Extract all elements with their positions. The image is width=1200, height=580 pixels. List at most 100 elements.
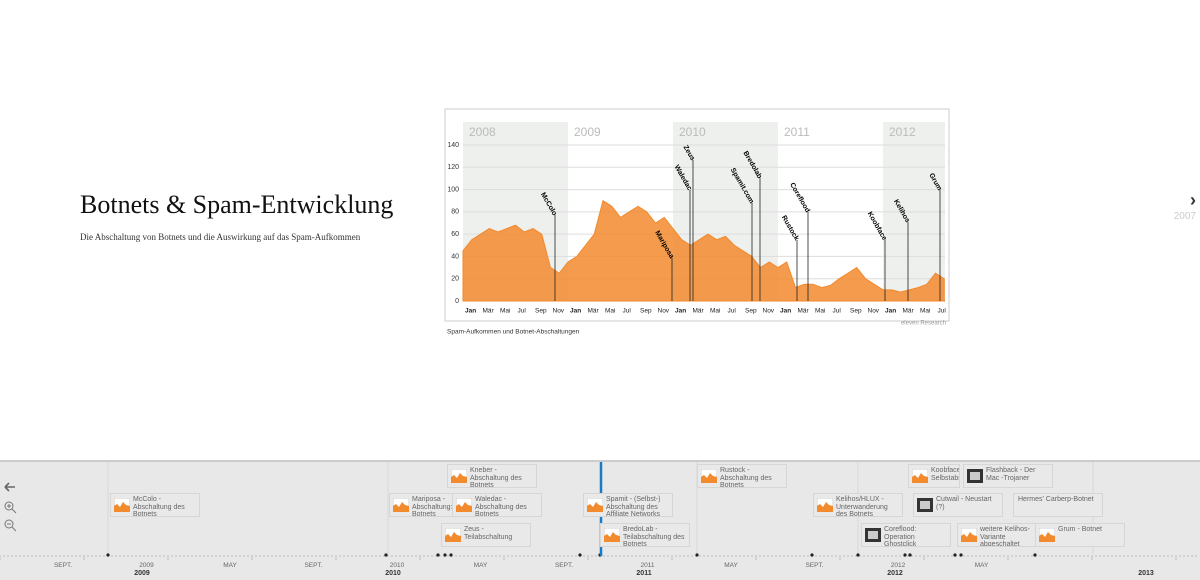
y-tick-label: 140 (447, 142, 459, 149)
event-title: Coreflood: Operation Ghostclick (884, 526, 917, 547)
card-icon (456, 498, 472, 512)
event-card[interactable]: Cutwail - Neustart (?) (913, 493, 1003, 517)
event-card[interactable]: Flashback - Der Mac -Trojaner (963, 464, 1053, 488)
month-label: Jul (833, 308, 842, 315)
month-label: Jul (938, 308, 947, 315)
month-label: Nov (553, 308, 565, 315)
event-card[interactable]: Kneber - Abschaltung des Botnets (447, 464, 537, 488)
card-icon (445, 528, 461, 542)
card-icon (912, 469, 928, 483)
zoom-out[interactable] (4, 519, 14, 529)
card-icon (817, 498, 833, 512)
event-card[interactable]: Spamit - (Selbst-) Abschaltung des Affil… (583, 493, 673, 517)
zoom-out-icon (7, 523, 17, 532)
source: eleven Research (901, 321, 946, 327)
month-label: Jul (518, 308, 527, 315)
card-icon (451, 469, 467, 483)
event-card[interactable]: BredoLab - Teilabschaltung des Botnets (600, 523, 690, 547)
event-title: Hermes' Carberp-Botnet (1018, 496, 1094, 503)
month-label: Jan (675, 308, 686, 315)
next-nav[interactable]: › 2007 (1150, 190, 1196, 222)
event-card[interactable]: Coreflood: Operation Ghostclick (861, 523, 951, 547)
axis-year: 2010 (385, 570, 401, 577)
month-label: Sep (850, 308, 862, 315)
card-icon (701, 469, 717, 483)
event-card[interactable]: Rustock - Abschaltung des Botnets (697, 464, 787, 488)
event-title: Zeus - Teilabschaltung (464, 526, 513, 541)
month-label: Jan (780, 308, 791, 315)
event-card[interactable]: Waledac - Abschaltung des Botnets (452, 493, 542, 517)
axis-year: 2013 (1138, 570, 1154, 577)
event-card[interactable]: Zeus - Teilabschaltung (441, 523, 531, 547)
event-dot (903, 553, 907, 557)
month-label: Mai (605, 308, 615, 315)
event-title: Grum - Botnet (1058, 526, 1102, 533)
year-label: 2011 (784, 125, 810, 139)
axis-label: 2010 (389, 562, 405, 569)
next-arrow[interactable]: › (1190, 190, 1196, 210)
event-card[interactable]: weitere Kelihos-Variante abgeschaltet (957, 523, 1047, 547)
axis-label: MAY (724, 562, 738, 569)
card-icon (604, 528, 620, 542)
timeline-controls (4, 482, 17, 532)
y-tick-label: 100 (447, 186, 459, 193)
event-dot (810, 553, 814, 557)
month-label: Mär (693, 308, 705, 315)
event-title: Waledac - Abschaltung des Botnets (475, 496, 527, 517)
month-label: Sep (640, 308, 652, 315)
axis-label: MAY (223, 562, 237, 569)
event-card[interactable]: Kelihos/HLUX - Unterwanderung des Botnet… (813, 493, 903, 517)
event-title: Mariposa - Abschaltung: Botnets (412, 496, 453, 517)
event-title: Kneber - Abschaltung des Botnets (470, 467, 522, 488)
year-label: 2008 (469, 125, 496, 139)
y-tick-label: 60 (451, 231, 459, 238)
card-icon (114, 498, 130, 512)
event-dot (578, 553, 582, 557)
card-icon (917, 498, 933, 512)
slide-title: Botnets & Spam-Entwicklung (80, 190, 394, 219)
event-dot (449, 553, 453, 557)
axis-label: 2009 (139, 562, 154, 569)
event-dot (953, 553, 957, 557)
month-label: Mär (903, 308, 915, 315)
year-label: 2009 (574, 125, 601, 139)
back-button[interactable] (4, 482, 15, 492)
event-title: Flashback - Der Mac -Trojaner (986, 467, 1036, 482)
y-tick-label: 20 (451, 276, 459, 283)
card-icon (587, 498, 603, 512)
axis-label: 2011 (640, 562, 655, 569)
next-label[interactable]: 2007 (1173, 211, 1196, 222)
event-card[interactable]: McColo - Abschaltung des Botnets (110, 493, 200, 517)
year-label: 2010 (679, 125, 706, 139)
media-chart: 2008 2009 2010 2011 2012 0 20 40 60 80 100 120 140 Ja… (444, 108, 950, 336)
axis-label: SEPT. (53, 562, 73, 569)
axis-label: MAY (473, 562, 488, 569)
month-label: Jan (570, 308, 581, 315)
event-dot (1033, 553, 1037, 557)
event-dot (856, 553, 860, 557)
month-label: Mai (815, 308, 825, 315)
event-card[interactable]: Hermes' Carberp-Botnet (1013, 493, 1103, 517)
zoom-in[interactable] (4, 501, 14, 511)
event-dot (436, 553, 440, 557)
card-icon (1039, 528, 1055, 542)
caption: Spam-Aufkommen und Botnet-Abschaltungen (447, 329, 580, 336)
month-label: Nov (763, 308, 775, 315)
month-label: Jan (885, 308, 896, 315)
month-label: Mär (588, 308, 600, 315)
axis-year: 2012 (887, 570, 903, 577)
y-tick-label: 120 (447, 164, 459, 171)
event-card[interactable]: Koobface Selbstabschaltung (908, 464, 960, 488)
month-label: Sep (535, 308, 547, 315)
month-label: Mai (500, 308, 510, 315)
axis-year: 2009 (134, 570, 150, 577)
card-icon (393, 498, 409, 512)
year-label: 2012 (889, 125, 916, 139)
y-tick-label: 0 (455, 298, 459, 305)
event-card[interactable]: Grum - Botnet (1035, 523, 1125, 547)
month-label: Mär (798, 308, 810, 315)
month-label: Jan (465, 308, 476, 315)
event-dot (384, 553, 388, 557)
card-icon (865, 528, 881, 542)
